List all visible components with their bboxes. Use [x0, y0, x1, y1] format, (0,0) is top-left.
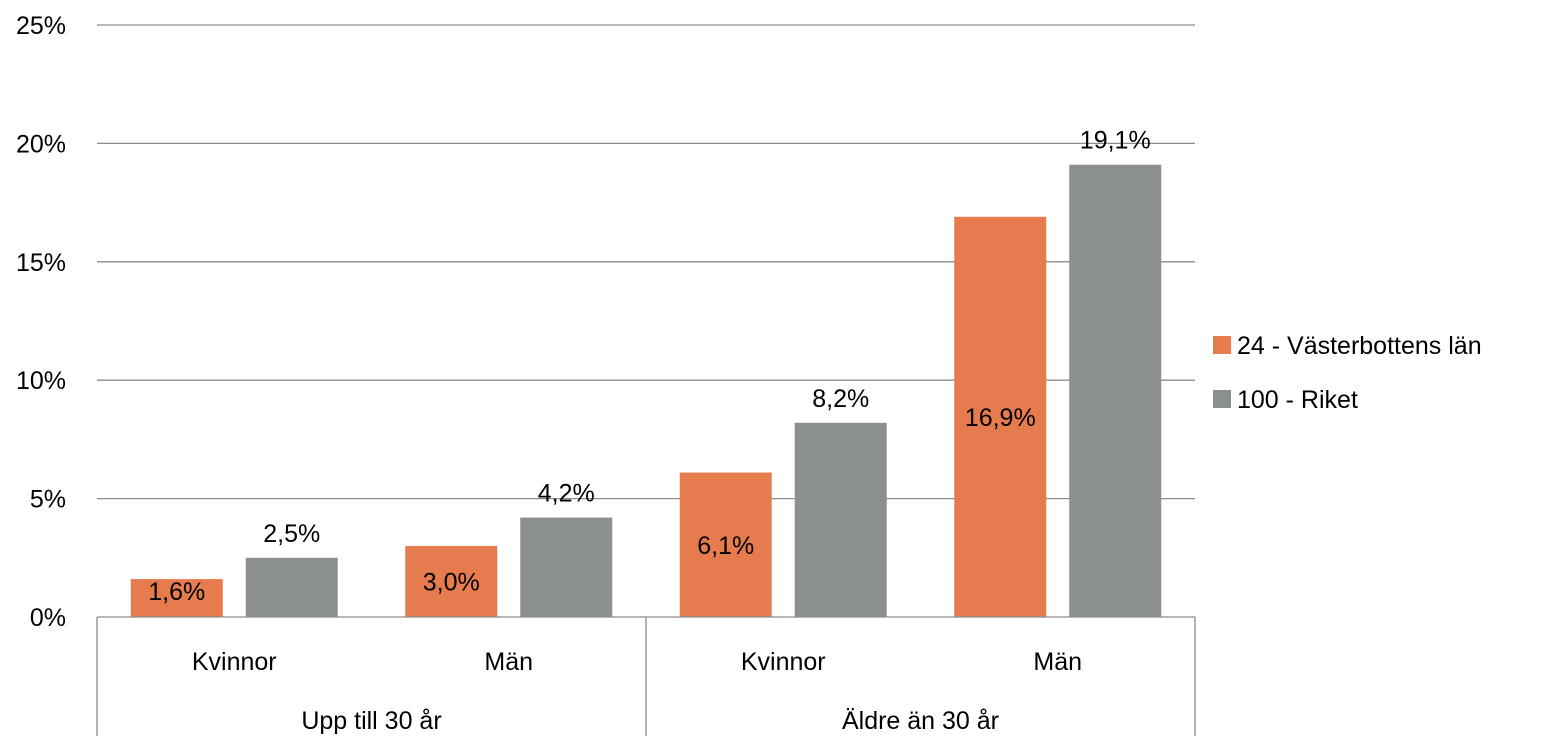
y-tick-label: 0% — [30, 604, 66, 632]
x-group-label: Upp till 30 år — [301, 707, 441, 735]
data-label: 6,1% — [697, 532, 754, 560]
data-label: 16,9% — [965, 404, 1036, 432]
bar — [679, 472, 772, 617]
bar — [520, 517, 613, 617]
x-category-label: Män — [1033, 648, 1082, 676]
bar — [1069, 164, 1162, 617]
legend-label: 24 - Västerbottens län — [1237, 332, 1482, 360]
y-tick-label: 15% — [16, 249, 66, 277]
y-tick-label: 25% — [16, 12, 66, 40]
x-category-label: Kvinnor — [192, 648, 277, 676]
legend-swatch — [1213, 336, 1231, 354]
x-category-label: Män — [484, 648, 533, 676]
bar — [794, 422, 887, 617]
legend-label: 100 - Riket — [1237, 386, 1358, 414]
data-label: 19,1% — [1080, 127, 1151, 155]
data-label: 2,5% — [263, 520, 320, 548]
bar — [405, 545, 498, 617]
y-tick-label: 20% — [16, 130, 66, 158]
y-tick-label: 10% — [16, 367, 66, 395]
data-label: 8,2% — [812, 385, 869, 413]
x-category-label: Kvinnor — [741, 648, 826, 676]
data-label: 3,0% — [423, 568, 480, 596]
data-label: 1,6% — [148, 578, 205, 606]
x-group-label: Äldre än 30 år — [842, 707, 999, 735]
y-tick-label: 5% — [30, 486, 66, 514]
bar — [130, 579, 223, 617]
bar — [245, 557, 338, 617]
bar — [954, 216, 1047, 618]
legend-swatch — [1213, 390, 1231, 408]
data-label: 4,2% — [538, 480, 595, 508]
